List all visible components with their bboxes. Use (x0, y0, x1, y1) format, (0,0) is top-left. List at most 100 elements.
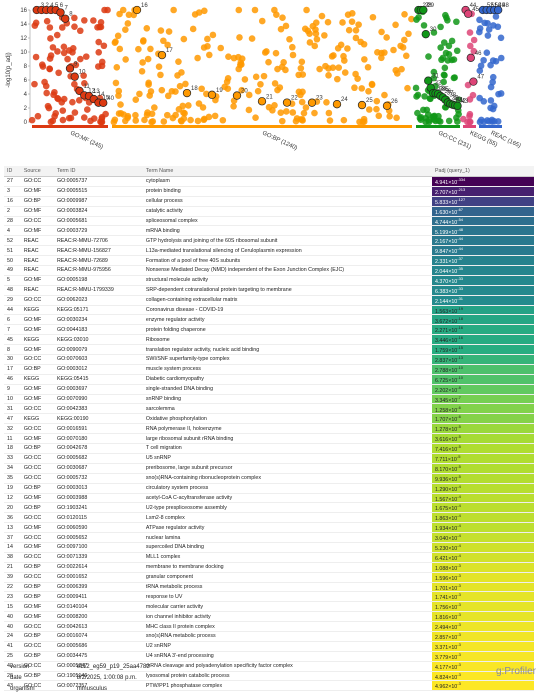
cell: GO:0042613 (53, 621, 143, 632)
cell: GO:MF (20, 225, 54, 237)
padj-cell: 2.837×10-13 (432, 354, 534, 365)
cell: cytoplasm (142, 176, 432, 187)
background-dot (69, 98, 76, 106)
footer-row: organism mmusculus (10, 684, 190, 693)
background-dot (324, 18, 332, 26)
padj-exponent: -3 (457, 582, 461, 588)
highlight-label: 2 (46, 3, 50, 9)
padj-cell: 1.934×10-4 (432, 522, 534, 534)
y-tick-label: 4 (24, 92, 28, 98)
cell: 7 (4, 324, 21, 336)
cell: sno(s)RNA-containing ribonucleoprotein c… (142, 473, 432, 484)
padj-base: 4.370×10 (435, 278, 458, 285)
background-dot (189, 25, 197, 33)
padj-exponent: -5 (456, 454, 461, 459)
cell: KEGG (20, 413, 54, 425)
cell: catalytic activity (142, 206, 432, 217)
y-tick-label: 0 (24, 120, 28, 126)
padj-cell: 4.941×10-334 (432, 176, 534, 187)
cell: 13 (4, 522, 21, 534)
background-dot (132, 111, 139, 119)
background-dot (442, 49, 450, 57)
background-dot (450, 74, 458, 82)
highlight-label: 34 (440, 86, 447, 92)
padj-exponent: -3 (457, 661, 461, 667)
table-row: 17 GO:BP GO:0003012 muscle system process 2.… (4, 364, 534, 375)
padj-base: 2.707×10 (435, 189, 458, 196)
background-dot (365, 88, 372, 95)
cell: 10 (4, 394, 21, 405)
table-row: 44 KEGG KEGG:05171 Coronavirus disease - CO… (4, 305, 534, 316)
background-dot (466, 96, 474, 103)
background-dot (180, 35, 188, 43)
table-row: 29 GO:CC GO:0062023 collagen-containing ext… (4, 295, 534, 306)
cell: GO:0140104 (53, 601, 143, 613)
background-dot (165, 28, 173, 35)
cell: REAC:R-MMU-72689 (53, 255, 143, 267)
highlight-label: 17 (166, 48, 173, 54)
cell: granular component (142, 572, 432, 583)
footer: version e112_eg59_p19_25aa4782 date 8/2/202… (8, 660, 192, 695)
cell: PTW/PP1 phosphatase complex (142, 680, 432, 692)
y-tick-label: 10 (20, 50, 27, 56)
background-dot (437, 23, 444, 31)
cell: GO:CC (20, 641, 54, 652)
background-dot (302, 104, 310, 111)
cell: GO:0044183 (53, 324, 143, 336)
cell: GO:MF (20, 206, 54, 217)
table-row: 10 GO:MF GO:0070990 snRNP binding 3.345×10-7 (4, 394, 534, 405)
padj-base: 9.936×10 (435, 476, 458, 483)
padj-base: 6.421×10 (435, 555, 458, 562)
table-row: 47 KEGG KEGG:00190 Oxidative phosphorylatio… (4, 413, 534, 425)
padj-exponent: -5 (457, 424, 461, 430)
background-dot (28, 116, 36, 124)
background-dot (401, 36, 408, 44)
table-row: 21 GO:BP GO:0022614 membrane to membrane do… (4, 562, 534, 573)
background-dot (34, 112, 42, 120)
background-dot (55, 69, 62, 77)
background-dot (373, 97, 381, 105)
footer-row: date 8/2/2025, 1:00:08 p.m. (10, 673, 190, 682)
background-dot (115, 87, 123, 95)
padj-exponent: -18 (457, 315, 464, 321)
padj-base: 1.567×10 (435, 496, 458, 503)
background-dot (490, 22, 497, 29)
cell: Ribosome (142, 334, 432, 346)
cell: spliceosomal complex (142, 216, 432, 227)
table-row: 32 GO:CC GO:0016591 RNA polymerase II, holo… (4, 423, 534, 435)
footer-key: organism (10, 685, 35, 692)
background-dot (80, 114, 88, 121)
padj-base: 4.744×10 (435, 219, 458, 226)
highlight-label: 14 (98, 92, 105, 98)
cell: 48 (4, 285, 21, 296)
highlight-label: 27 (422, 3, 429, 9)
background-dot (245, 91, 253, 99)
cell: nuclear lamina (142, 532, 432, 543)
background-dot (278, 117, 286, 125)
cell: 20 (4, 502, 21, 514)
cell: SRP-dependent cotranslational protein ta… (142, 285, 432, 296)
cell: KEGG (20, 305, 54, 316)
background-dot (271, 80, 279, 87)
padj-exponent: -8 (457, 384, 461, 390)
background-dot (265, 103, 273, 111)
background-dot (470, 47, 478, 55)
padj-exponent: -213 (457, 186, 466, 192)
table-row: 13 GO:MF GO:0060590 ATPase regulator activi… (4, 522, 534, 534)
highlight-label: 8 (69, 12, 73, 18)
background-dot (460, 115, 467, 123)
background-dot (316, 65, 323, 73)
padj-exponent: -3 (457, 592, 461, 598)
background-dot (45, 104, 53, 112)
table-row: 34 GO:CC GO:0030687 preribosome, large subu… (4, 463, 534, 474)
background-dot (102, 110, 109, 118)
background-dot (263, 48, 270, 55)
highlight-label: 39 (452, 95, 459, 101)
padj-exponent: -3 (457, 671, 461, 677)
background-dot (394, 70, 401, 77)
background-dot (480, 98, 488, 105)
background-dot (408, 15, 415, 23)
cell: GO:0005686 (53, 641, 143, 652)
padj-cell: 6.383×10-33 (432, 285, 534, 296)
